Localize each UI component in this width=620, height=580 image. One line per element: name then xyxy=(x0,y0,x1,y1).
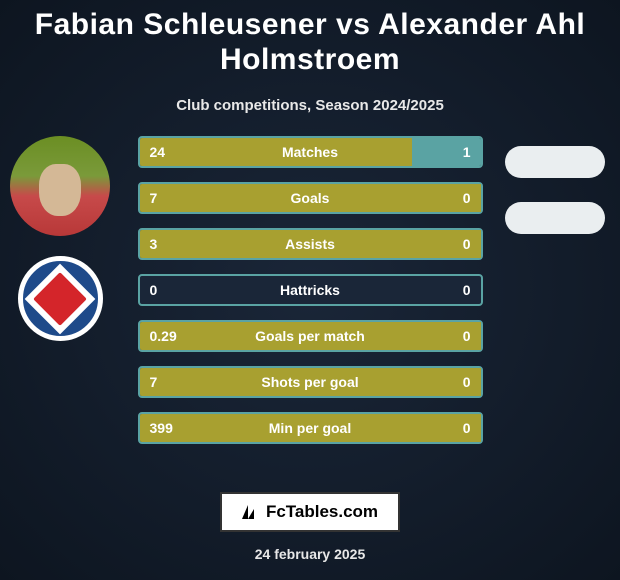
stat-value-p2: 0 xyxy=(463,374,471,390)
stat-value-p1: 399 xyxy=(150,420,173,436)
stat-label: Matches xyxy=(282,144,338,160)
player1-avatar xyxy=(10,136,110,236)
player2-avatar-placeholder xyxy=(505,146,605,178)
stat-value-p1: 0 xyxy=(150,282,158,298)
stat-label: Goals xyxy=(291,190,330,206)
stat-row: 0 Hattricks 0 xyxy=(138,274,483,306)
date-label: 24 february 2025 xyxy=(0,546,620,562)
stat-label: Hattricks xyxy=(280,282,340,298)
stat-value-p1: 0.29 xyxy=(150,328,177,344)
stat-value-p2: 0 xyxy=(463,328,471,344)
stat-fill-p1 xyxy=(140,138,413,166)
stat-value-p1: 7 xyxy=(150,374,158,390)
stat-label: Min per goal xyxy=(269,420,351,436)
stat-label: Goals per match xyxy=(255,328,365,344)
stat-row: 7 Shots per goal 0 xyxy=(138,366,483,398)
stat-value-p2: 0 xyxy=(463,282,471,298)
stat-row: 24 Matches 1 xyxy=(138,136,483,168)
stat-label: Shots per goal xyxy=(261,374,358,390)
stat-label: Assists xyxy=(285,236,335,252)
player2-club-placeholder xyxy=(505,202,605,234)
stat-row: 0.29 Goals per match 0 xyxy=(138,320,483,352)
chart-icon xyxy=(242,505,260,519)
player1-club-badge xyxy=(18,256,103,341)
stat-row: 7 Goals 0 xyxy=(138,182,483,214)
stat-value-p1: 3 xyxy=(150,236,158,252)
brand-label: FcTables.com xyxy=(266,502,378,522)
stat-value-p2: 0 xyxy=(463,190,471,206)
stat-value-p1: 24 xyxy=(150,144,166,160)
stat-row: 399 Min per goal 0 xyxy=(138,412,483,444)
brand-logo[interactable]: FcTables.com xyxy=(220,492,400,532)
stat-row: 3 Assists 0 xyxy=(138,228,483,260)
stat-value-p2: 0 xyxy=(463,236,471,252)
page-title: Fabian Schleusener vs Alexander Ahl Holm… xyxy=(20,8,600,77)
stat-value-p2: 1 xyxy=(463,144,471,160)
stat-value-p2: 0 xyxy=(463,420,471,436)
stat-value-p1: 7 xyxy=(150,190,158,206)
subtitle: Club competitions, Season 2024/2025 xyxy=(20,97,600,114)
